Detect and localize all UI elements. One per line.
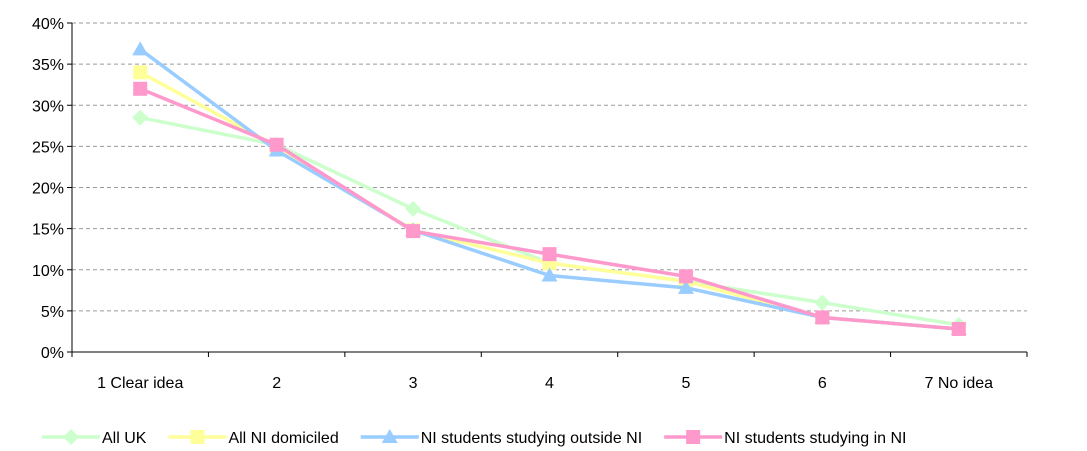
data-point — [815, 310, 830, 325]
series-2 — [132, 41, 967, 335]
series-line — [139, 47, 959, 331]
data-point — [678, 269, 693, 284]
data-point — [132, 41, 149, 56]
data-point — [269, 137, 284, 152]
x-tick-label: 1 Clear idea — [97, 375, 183, 392]
legend-item-0: All UK — [42, 429, 147, 447]
legend-marker — [63, 429, 79, 445]
data-point — [542, 247, 557, 262]
x-tick-label: 3 — [409, 375, 418, 392]
legend-marker — [686, 430, 701, 444]
axes — [67, 22, 1028, 357]
x-tick-label: 4 — [545, 375, 554, 392]
data-point — [814, 294, 831, 311]
x-tick-label: 2 — [272, 375, 281, 392]
legend-label: All NI domiciled — [228, 430, 338, 447]
x-axis-tick-labels: 1 Clear idea 2 3 4 5 6 7 No idea — [97, 375, 993, 392]
data-point — [133, 81, 148, 96]
series-line — [139, 115, 960, 327]
y-tick-label: 0% — [41, 345, 64, 362]
data-point — [405, 200, 422, 217]
legend: All UK All NI domiciled NI students studyi… — [42, 429, 906, 447]
y-tick-label: 10% — [32, 263, 64, 280]
legend-label: All UK — [102, 430, 147, 447]
series-lines — [132, 41, 967, 336]
legend-marker — [381, 429, 398, 443]
x-tick-label: 5 — [681, 375, 690, 392]
data-point — [133, 65, 148, 80]
legend-label: NI students studying in NI — [724, 430, 906, 447]
series-line — [139, 70, 959, 331]
series-0 — [132, 109, 967, 333]
y-tick-label: 40% — [32, 16, 64, 33]
data-point — [132, 109, 149, 126]
data-point — [541, 267, 558, 282]
data-point — [677, 279, 694, 294]
legend-item-1: All NI domiciled — [168, 430, 339, 447]
y-tick-label: 5% — [41, 304, 64, 321]
series-1 — [133, 65, 966, 336]
legend-item-3: NI students studying in NI — [664, 430, 906, 447]
y-tick-label: 20% — [32, 181, 64, 198]
data-point — [951, 321, 966, 336]
y-tick-label: 15% — [32, 222, 64, 239]
y-axis-tick-labels: 0% 5% 10% 15% 20% 25% 30% 35% 40% — [32, 16, 64, 362]
x-tick-label: 6 — [818, 375, 827, 392]
series-3 — [133, 81, 966, 336]
series-line — [139, 87, 959, 331]
data-point — [406, 224, 421, 239]
y-tick-label: 30% — [32, 98, 64, 115]
y-tick-label: 25% — [32, 139, 64, 156]
legend-item-2: NI students studying outside NI — [360, 429, 642, 447]
y-tick-label: 35% — [32, 57, 64, 74]
legend-label: NI students studying outside NI — [421, 430, 642, 447]
legend-marker — [190, 430, 205, 444]
x-tick-label: 7 No idea — [925, 375, 994, 392]
